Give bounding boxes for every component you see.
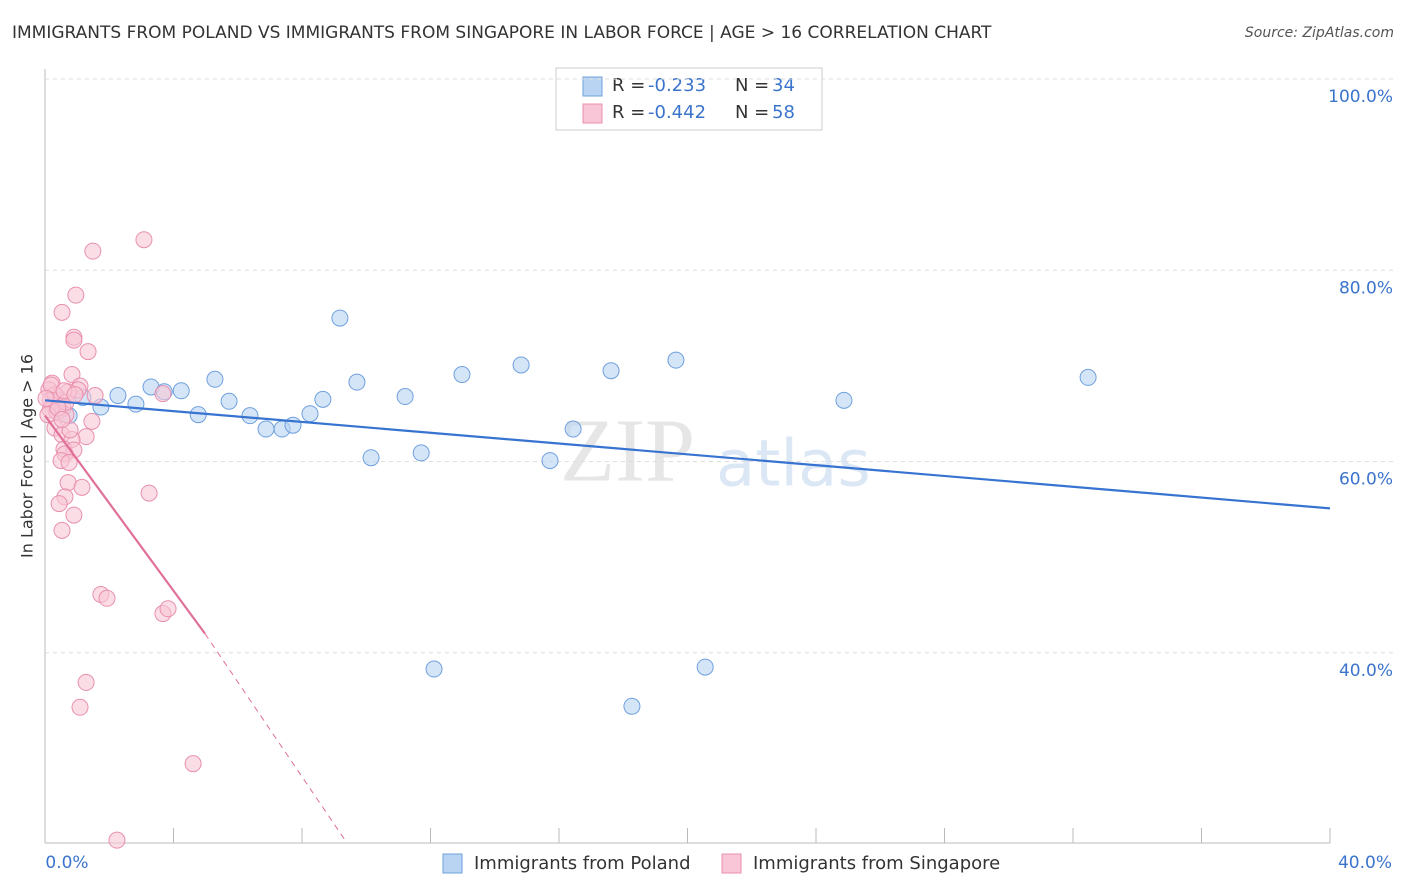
point: [86, 387, 104, 405]
point: [53, 410, 71, 428]
point: [77, 673, 95, 691]
point: [109, 387, 127, 405]
point: [67, 286, 85, 304]
y-tick-label: 100.0%: [1328, 87, 1393, 107]
point: [135, 231, 153, 249]
point: [453, 366, 471, 384]
point: [412, 444, 430, 462]
point: [184, 755, 202, 773]
legend-swatch: [582, 103, 603, 124]
legend-swatch: [442, 853, 463, 874]
y-axis-label: In Labor Force | Age > 16: [18, 354, 37, 558]
point: [667, 351, 685, 369]
point: [83, 412, 101, 430]
point: [348, 373, 366, 391]
chart-title: IMMIGRANTS FROM POLAND VS IMMIGRANTS FRO…: [12, 23, 992, 43]
point: [65, 506, 83, 524]
point: [512, 356, 530, 374]
point: [541, 452, 559, 470]
point: [396, 388, 414, 406]
legend-r-value: -0.233: [648, 75, 706, 96]
point: [1079, 368, 1097, 386]
point: [314, 390, 332, 408]
point: [37, 389, 55, 407]
point: [696, 658, 714, 676]
trend-line: [204, 633, 346, 841]
watermark: atlas: [716, 428, 871, 502]
point: [623, 697, 641, 715]
legend-n-value: 58: [772, 102, 795, 123]
y-tick-label: 40.0%: [1339, 661, 1393, 681]
legend-n-value: 34: [772, 75, 795, 96]
point: [53, 303, 71, 321]
point: [84, 242, 102, 260]
point: [362, 449, 380, 467]
point: [98, 589, 116, 607]
point: [257, 420, 275, 438]
point: [73, 478, 91, 496]
point: [79, 343, 97, 361]
point: [835, 391, 853, 409]
point: [65, 331, 83, 349]
legend-n-label: N =: [735, 75, 769, 96]
point: [154, 385, 172, 403]
point: [66, 386, 84, 404]
point: [331, 309, 349, 327]
point: [53, 521, 71, 539]
point: [301, 405, 319, 423]
point: [127, 395, 145, 413]
x-tick-label: 0.0%: [45, 853, 88, 873]
legend-swatch: [721, 853, 742, 874]
point: [425, 660, 443, 678]
point: [284, 416, 302, 434]
legend-label: Immigrants from Singapore: [753, 853, 1000, 874]
legend-label: Immigrants from Poland: [474, 853, 691, 874]
point: [602, 362, 620, 380]
point: [241, 407, 259, 425]
point: [71, 698, 89, 716]
y-tick-label: 60.0%: [1339, 470, 1393, 490]
point: [60, 453, 78, 471]
point: [172, 382, 190, 400]
point: [159, 600, 177, 618]
legend-r-label: R =: [612, 102, 645, 123]
source: Source: ZipAtlas.com: [1245, 25, 1394, 41]
legend-n-label: N =: [735, 102, 769, 123]
point: [206, 370, 224, 388]
legend-r-label: R =: [612, 75, 645, 96]
point: [108, 831, 126, 849]
point: [77, 428, 95, 446]
trend-line: [44, 414, 206, 635]
legend-swatch: [582, 76, 603, 97]
watermark: ZIP: [560, 402, 695, 501]
legend-r-value: -0.442: [648, 102, 706, 123]
y-tick-label: 80.0%: [1339, 278, 1393, 298]
trend-line: [44, 399, 1331, 510]
legend: R = -0.233 N = 34 R = -0.442 N = 58: [555, 67, 823, 131]
point: [564, 420, 582, 438]
point: [220, 392, 238, 410]
point: [140, 484, 158, 502]
x-tick-label: 40.0%: [1338, 853, 1392, 873]
point: [50, 495, 68, 513]
